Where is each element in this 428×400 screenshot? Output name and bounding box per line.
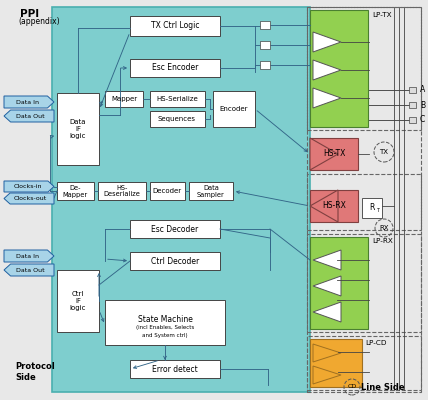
Polygon shape [310,138,338,170]
Text: LP-CD: LP-CD [365,340,386,346]
Polygon shape [313,366,341,384]
Text: Encoder: Encoder [220,106,248,112]
Text: Clocks-out: Clocks-out [14,196,47,201]
Polygon shape [4,181,54,192]
Polygon shape [313,276,341,296]
Text: HS-RX: HS-RX [322,202,346,210]
Bar [98,182,146,200]
Polygon shape [313,302,341,322]
Text: Ctrl Decoder: Ctrl Decoder [151,256,199,266]
Bar [409,87,416,93]
Text: Data Out: Data Out [16,114,45,118]
Text: HS-TX: HS-TX [323,150,345,158]
Text: Esc Encoder: Esc Encoder [152,64,198,72]
Polygon shape [4,110,54,122]
Bar [409,117,416,123]
Text: (incl Enables, Selects: (incl Enables, Selects [136,326,194,330]
Polygon shape [313,88,341,108]
Text: A: A [420,86,425,94]
Text: Data
IF
logic: Data IF logic [70,119,86,139]
Bar [150,111,205,127]
Bar [105,300,225,345]
Text: (appendix): (appendix) [18,18,59,26]
Text: RX: RX [379,225,389,231]
Bar [150,91,205,107]
Text: HS-Serialize: HS-Serialize [156,96,198,102]
Bar [310,190,358,222]
Bar [57,270,99,332]
Bar [130,360,220,378]
Text: Data In: Data In [16,100,39,104]
Polygon shape [313,344,341,362]
Text: TX: TX [380,149,389,155]
Bar [213,91,255,127]
Bar [260,61,270,69]
Text: Decoder: Decoder [152,188,181,194]
Text: Data Out: Data Out [16,268,45,272]
Bar [310,339,362,387]
Text: Esc Decoder: Esc Decoder [152,224,199,234]
Bar [57,93,99,165]
Text: State Machine: State Machine [137,316,193,324]
Bar [105,91,143,107]
Text: Clocks-in: Clocks-in [13,184,42,189]
Text: HS-
Deserialize: HS- Deserialize [104,184,140,198]
Polygon shape [313,32,341,52]
Bar [362,198,382,218]
Bar [57,182,94,200]
Text: T: T [376,208,379,214]
Text: CD: CD [348,384,357,390]
Polygon shape [4,250,54,262]
Text: Ctrl
IF
logic: Ctrl IF logic [70,291,86,311]
Bar [310,138,358,170]
Text: Sequences: Sequences [158,116,196,122]
Bar [52,7,310,392]
Polygon shape [4,264,54,276]
Bar [307,174,421,230]
Polygon shape [313,250,341,270]
Polygon shape [313,60,341,80]
Text: C: C [420,116,425,124]
Text: and System ctrl): and System ctrl) [142,332,188,338]
Text: Protocol
Side: Protocol Side [15,362,55,382]
Text: LP-RX: LP-RX [372,238,393,244]
Polygon shape [4,96,54,108]
Text: Error detect: Error detect [152,364,198,374]
Bar [260,41,270,49]
Bar [130,252,220,270]
Bar [307,234,421,332]
Text: Mapper: Mapper [111,96,137,102]
Text: LP-TX: LP-TX [372,12,392,18]
Text: Data
Sampler: Data Sampler [197,184,225,198]
Bar [150,182,185,200]
Polygon shape [310,190,338,222]
Polygon shape [4,193,54,204]
Bar [409,102,416,108]
Bar [307,336,421,390]
Text: Line Side: Line Side [361,384,405,392]
Bar [189,182,233,200]
Text: B: B [420,100,425,110]
Bar [260,21,270,29]
Bar [310,10,368,127]
Bar [130,220,220,238]
Bar [307,7,421,130]
Bar [307,7,421,392]
Text: TX Ctrl Logic: TX Ctrl Logic [151,22,199,30]
Text: Data In: Data In [16,254,39,258]
Text: PPI: PPI [20,9,39,19]
Text: R: R [369,204,374,212]
Bar [310,237,368,329]
Bar [130,16,220,36]
Bar [130,59,220,77]
Text: De-
Mapper: De- Mapper [62,184,88,198]
